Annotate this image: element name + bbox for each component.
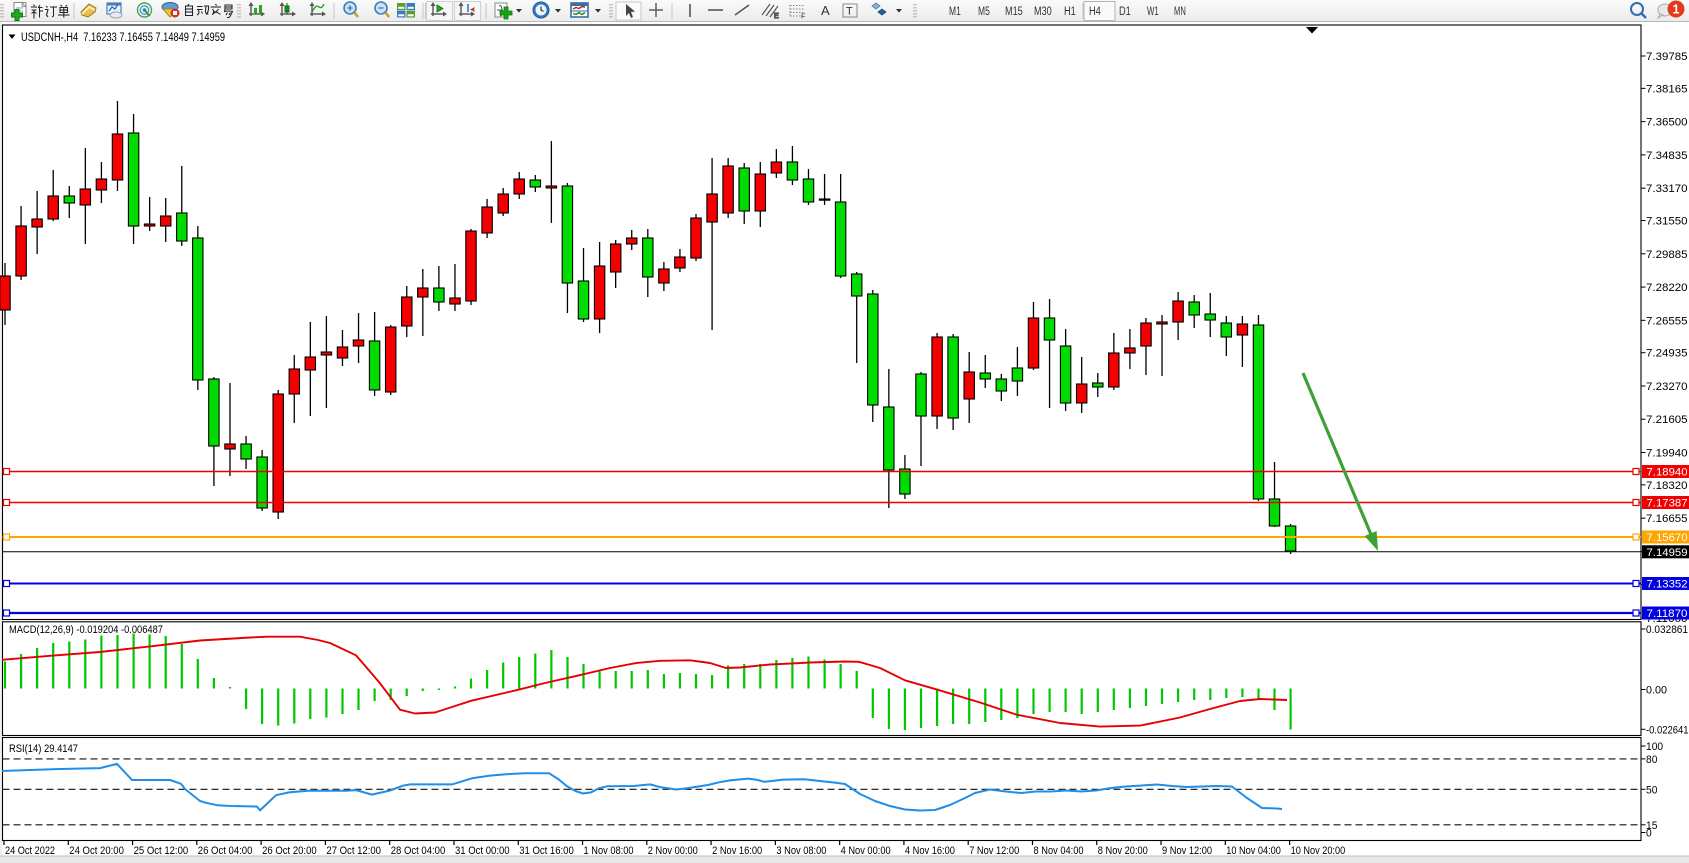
svg-text:7.17387: 7.17387 — [1647, 498, 1688, 510]
svg-text:D1: D1 — [1119, 6, 1131, 18]
svg-text:0: 0 — [1646, 828, 1652, 840]
svg-text:M30: M30 — [1034, 6, 1052, 18]
svg-text:7.13352: 7.13352 — [1647, 579, 1688, 591]
svg-text:8 Nov 04:00: 8 Nov 04:00 — [1034, 845, 1084, 857]
svg-text:26 Oct 04:00: 26 Oct 04:00 — [198, 845, 253, 857]
svg-text:2 Nov 16:00: 2 Nov 16:00 — [712, 845, 762, 857]
svg-text:7.14959: 7.14959 — [1647, 547, 1688, 559]
svg-text:27 Oct 12:00: 27 Oct 12:00 — [326, 845, 381, 857]
svg-text:F: F — [801, 14, 805, 21]
svg-text:W1: W1 — [1147, 6, 1159, 18]
svg-text:100: 100 — [1646, 741, 1663, 753]
svg-text:31 Oct 16:00: 31 Oct 16:00 — [519, 845, 574, 857]
svg-text:7.39785: 7.39785 — [1646, 51, 1688, 63]
svg-text:1: 1 — [1673, 3, 1680, 17]
svg-text:80: 80 — [1646, 754, 1657, 766]
svg-text:31 Oct 00:00: 31 Oct 00:00 — [455, 845, 510, 857]
svg-text:2 Nov 00:00: 2 Nov 00:00 — [648, 845, 698, 857]
svg-text:9 Nov 12:00: 9 Nov 12:00 — [1162, 845, 1212, 857]
svg-text:M1: M1 — [949, 6, 961, 18]
svg-text:E: E — [774, 13, 779, 20]
svg-text:7.33170: 7.33170 — [1646, 183, 1688, 195]
svg-text:T: T — [846, 6, 853, 18]
svg-text:7.15670: 7.15670 — [1647, 532, 1688, 544]
svg-text:7.23270: 7.23270 — [1646, 381, 1688, 393]
svg-text:H4: H4 — [1089, 6, 1101, 18]
svg-text:7.24935: 7.24935 — [1646, 348, 1688, 360]
svg-text:7.29885: 7.29885 — [1646, 249, 1688, 261]
svg-text:M5: M5 — [978, 6, 990, 18]
svg-text:0.00: 0.00 — [1646, 685, 1667, 697]
svg-text:7.38165: 7.38165 — [1646, 83, 1688, 95]
svg-text:7.26555: 7.26555 — [1646, 315, 1688, 327]
svg-text:USDCNH-,H4 7.16233 7.16455 7.: USDCNH-,H4 7.16233 7.16455 7.14849 7.149… — [21, 30, 225, 44]
svg-text:RSI(14) 29.4147: RSI(14) 29.4147 — [9, 743, 78, 755]
svg-text:8 Nov 20:00: 8 Nov 20:00 — [1098, 845, 1148, 857]
svg-text:4 Nov 16:00: 4 Nov 16:00 — [905, 845, 955, 857]
svg-text:7.19940: 7.19940 — [1646, 448, 1688, 460]
svg-text:7.21605: 7.21605 — [1646, 414, 1688, 426]
svg-text:28 Oct 04:00: 28 Oct 04:00 — [391, 845, 446, 857]
svg-text:7.18940: 7.18940 — [1647, 467, 1688, 479]
svg-text:7.16655: 7.16655 — [1646, 513, 1688, 525]
svg-text:0.032861: 0.032861 — [1646, 624, 1688, 636]
svg-text:10 Nov 04:00: 10 Nov 04:00 — [1226, 845, 1281, 857]
svg-text:10 Nov 20:00: 10 Nov 20:00 — [1291, 845, 1346, 857]
svg-text:7.31550: 7.31550 — [1646, 216, 1688, 228]
svg-text:7 Nov 12:00: 7 Nov 12:00 — [969, 845, 1019, 857]
svg-text:7.28220: 7.28220 — [1646, 282, 1688, 294]
svg-text:7.18320: 7.18320 — [1646, 480, 1688, 492]
svg-text:-0.022641: -0.022641 — [1646, 724, 1689, 736]
svg-text:25 Oct 12:00: 25 Oct 12:00 — [134, 845, 189, 857]
svg-text:50: 50 — [1646, 784, 1657, 796]
svg-text:7.36500: 7.36500 — [1646, 117, 1688, 129]
svg-text:MACD(12,26,9) -0.019204 -0.006: MACD(12,26,9) -0.019204 -0.006487 — [9, 624, 163, 636]
svg-text:1 Nov 08:00: 1 Nov 08:00 — [584, 845, 634, 857]
svg-text:A: A — [821, 3, 830, 18]
svg-text:3 Nov 08:00: 3 Nov 08:00 — [776, 845, 826, 857]
svg-text:7.34835: 7.34835 — [1646, 150, 1688, 162]
svg-text:M15: M15 — [1005, 6, 1023, 18]
svg-text:24 Oct 20:00: 24 Oct 20:00 — [69, 845, 124, 857]
svg-text:7.11870: 7.11870 — [1647, 608, 1688, 620]
svg-text:4 Nov 00:00: 4 Nov 00:00 — [841, 845, 891, 857]
svg-text:MN: MN — [1174, 6, 1186, 18]
svg-text:24 Oct 2022: 24 Oct 2022 — [5, 845, 55, 857]
svg-text:H1: H1 — [1064, 6, 1076, 18]
svg-text:15: 15 — [1646, 820, 1657, 832]
svg-text:26 Oct 20:00: 26 Oct 20:00 — [262, 845, 317, 857]
